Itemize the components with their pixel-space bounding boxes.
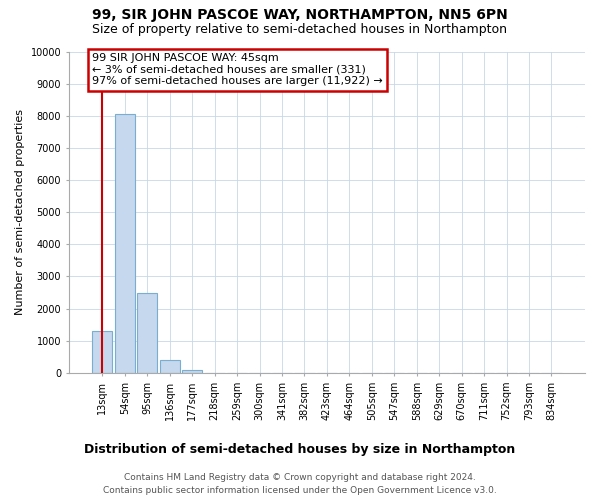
Text: 99 SIR JOHN PASCOE WAY: 45sqm
← 3% of semi-detached houses are smaller (331)
97%: 99 SIR JOHN PASCOE WAY: 45sqm ← 3% of se… bbox=[92, 53, 383, 86]
Text: Contains HM Land Registry data © Crown copyright and database right 2024.: Contains HM Land Registry data © Crown c… bbox=[124, 472, 476, 482]
Text: Contains public sector information licensed under the Open Government Licence v3: Contains public sector information licen… bbox=[103, 486, 497, 495]
Bar bbox=[115, 114, 135, 373]
Bar bbox=[182, 370, 202, 373]
Bar bbox=[160, 360, 180, 373]
Text: Distribution of semi-detached houses by size in Northampton: Distribution of semi-detached houses by … bbox=[85, 442, 515, 456]
Text: 99, SIR JOHN PASCOE WAY, NORTHAMPTON, NN5 6PN: 99, SIR JOHN PASCOE WAY, NORTHAMPTON, NN… bbox=[92, 8, 508, 22]
Y-axis label: Number of semi-detached properties: Number of semi-detached properties bbox=[15, 109, 25, 315]
Bar bbox=[137, 292, 157, 373]
Bar bbox=[92, 331, 112, 373]
Text: Size of property relative to semi-detached houses in Northampton: Size of property relative to semi-detach… bbox=[92, 22, 508, 36]
